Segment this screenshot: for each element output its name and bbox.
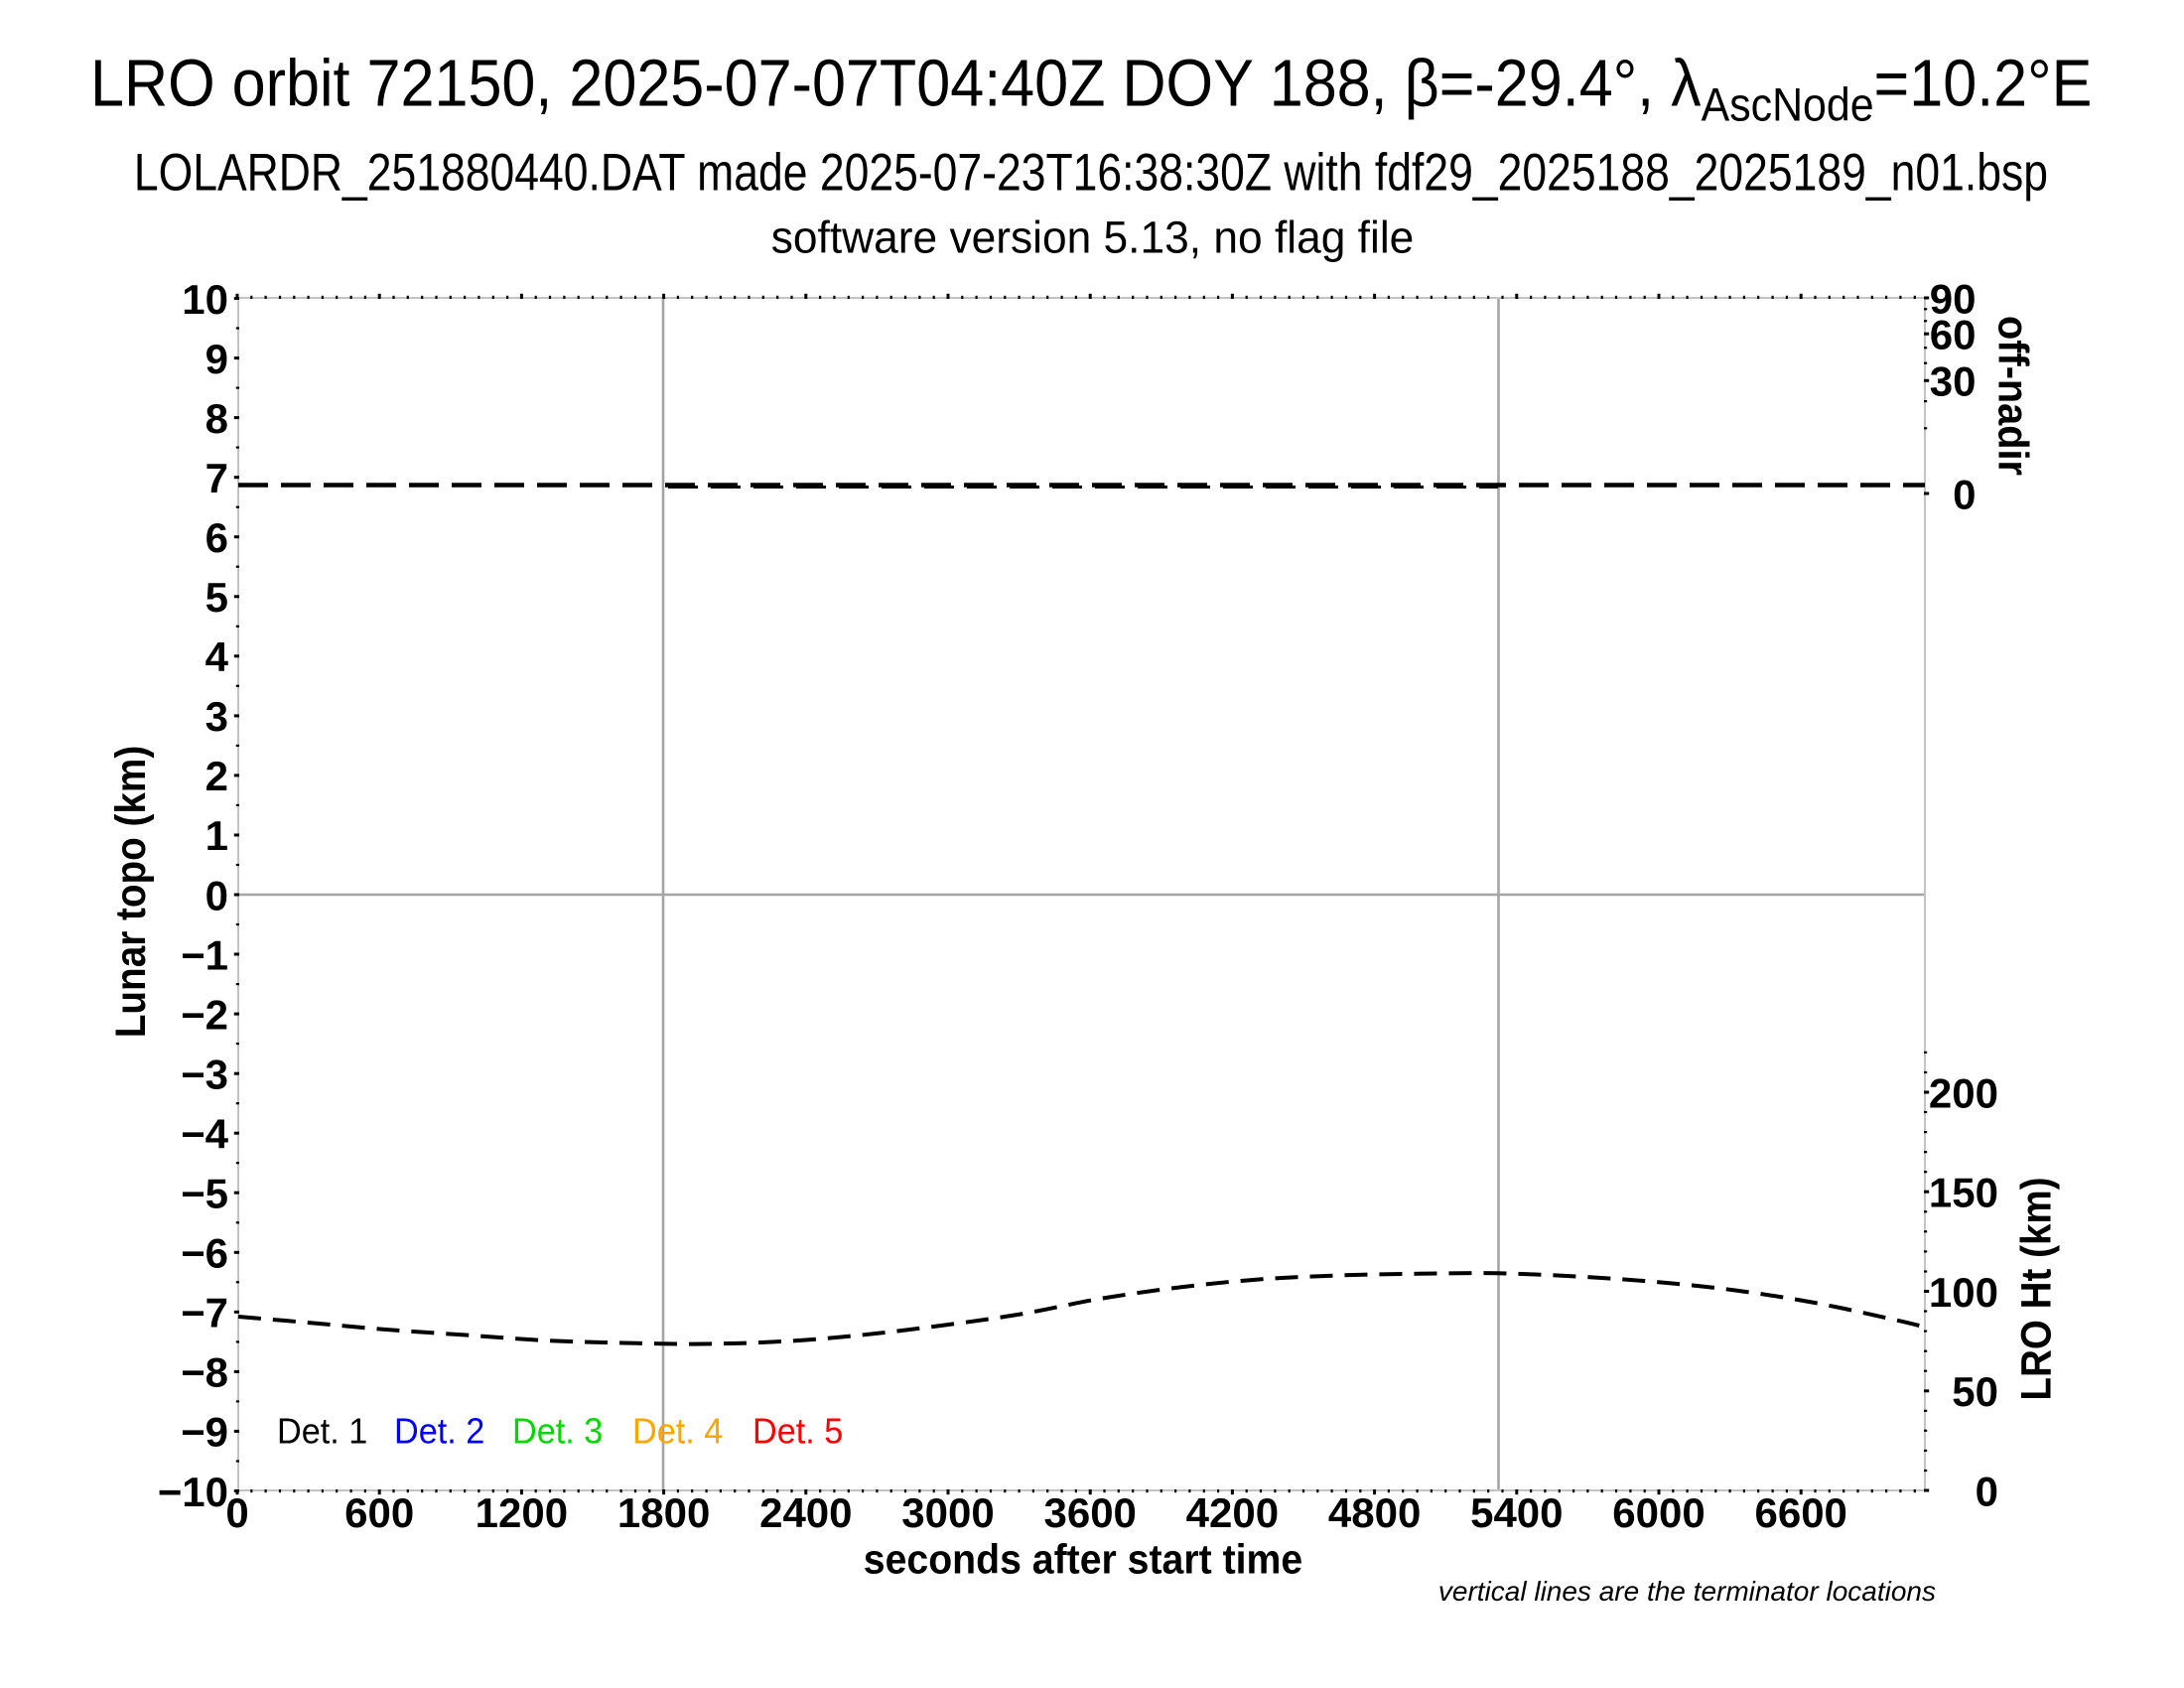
svg-text:4800: 4800 bbox=[1328, 1489, 1421, 1536]
svg-text:8: 8 bbox=[205, 395, 228, 442]
svg-text:off-nadir: off-nadir bbox=[1989, 316, 2037, 476]
svg-text:LRO Ht (km): LRO Ht (km) bbox=[2012, 1177, 2060, 1400]
svg-text:4200: 4200 bbox=[1186, 1489, 1279, 1536]
svg-text:Det. 5: Det. 5 bbox=[752, 1412, 843, 1452]
svg-text:2: 2 bbox=[205, 753, 228, 799]
svg-text:−5: −5 bbox=[181, 1171, 228, 1217]
svg-text:0: 0 bbox=[225, 1489, 248, 1536]
svg-text:6000: 6000 bbox=[1612, 1489, 1705, 1536]
svg-text:−10: −10 bbox=[158, 1469, 228, 1515]
svg-text:−6: −6 bbox=[181, 1230, 228, 1277]
svg-text:−7: −7 bbox=[181, 1290, 228, 1336]
svg-text:6: 6 bbox=[205, 514, 228, 561]
svg-text:60: 60 bbox=[1930, 312, 1977, 358]
svg-text:90: 90 bbox=[1930, 275, 1977, 322]
svg-text:0: 0 bbox=[205, 872, 228, 918]
svg-text:7: 7 bbox=[205, 455, 228, 501]
svg-text:seconds after start time: seconds after start time bbox=[864, 1535, 1302, 1583]
svg-text:3: 3 bbox=[205, 693, 228, 740]
svg-text:software version 5.13, no flag: software version 5.13, no flag file bbox=[771, 211, 1415, 263]
svg-text:5400: 5400 bbox=[1470, 1489, 1563, 1536]
svg-text:600: 600 bbox=[344, 1489, 414, 1536]
svg-text:6600: 6600 bbox=[1754, 1489, 1846, 1536]
svg-text:LOLARDR_251880440.DAT made 202: LOLARDR_251880440.DAT made 2025-07-23T16… bbox=[134, 144, 2048, 203]
svg-text:5: 5 bbox=[205, 574, 228, 621]
svg-text:−2: −2 bbox=[181, 991, 228, 1038]
svg-text:4: 4 bbox=[205, 633, 229, 680]
svg-text:100: 100 bbox=[1929, 1269, 1998, 1316]
svg-text:Det. 1: Det. 1 bbox=[277, 1412, 367, 1452]
svg-text:50: 50 bbox=[1952, 1368, 1998, 1415]
svg-text:0: 0 bbox=[1953, 471, 1976, 517]
svg-text:Det. 2: Det. 2 bbox=[394, 1412, 484, 1452]
svg-text:1: 1 bbox=[205, 812, 228, 859]
svg-text:1800: 1800 bbox=[617, 1489, 710, 1536]
svg-text:−1: −1 bbox=[181, 931, 228, 978]
svg-text:−4: −4 bbox=[181, 1111, 229, 1158]
svg-text:9: 9 bbox=[205, 336, 228, 382]
svg-text:200: 200 bbox=[1929, 1069, 1998, 1116]
svg-text:Det. 3: Det. 3 bbox=[512, 1412, 603, 1452]
svg-text:Det. 4: Det. 4 bbox=[632, 1412, 723, 1452]
svg-text:1200: 1200 bbox=[476, 1489, 568, 1536]
svg-text:2400: 2400 bbox=[759, 1489, 852, 1536]
svg-text:−8: −8 bbox=[181, 1349, 228, 1396]
svg-text:−9: −9 bbox=[181, 1409, 228, 1456]
svg-text:vertical lines are the termina: vertical lines are the terminator locati… bbox=[1438, 1576, 1936, 1607]
svg-text:Lunar topo (km): Lunar topo (km) bbox=[106, 746, 154, 1038]
svg-text:30: 30 bbox=[1930, 358, 1977, 405]
svg-text:10: 10 bbox=[182, 276, 228, 323]
svg-text:3600: 3600 bbox=[1043, 1489, 1136, 1536]
svg-text:−3: −3 bbox=[181, 1052, 228, 1098]
svg-text:3000: 3000 bbox=[901, 1489, 994, 1536]
svg-text:0: 0 bbox=[1976, 1468, 1998, 1514]
svg-text:150: 150 bbox=[1929, 1170, 1998, 1216]
